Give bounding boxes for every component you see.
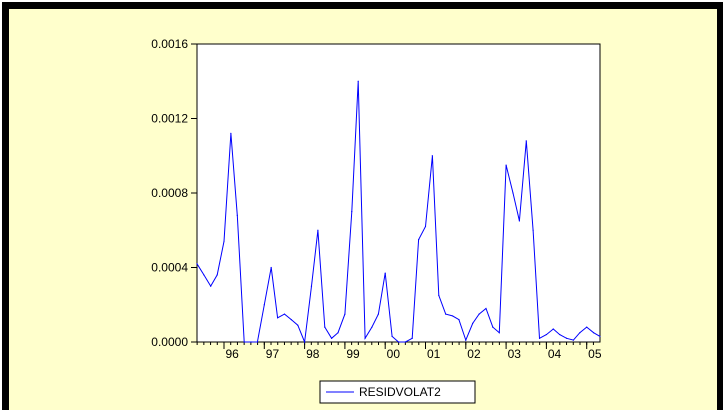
data-point [458,319,460,321]
data-point [505,164,507,166]
data-point [351,211,353,213]
x-tick-label: 05 [588,347,602,361]
data-point [337,332,339,334]
data-point [290,319,292,321]
data-point [485,307,487,310]
data-point [223,240,225,243]
y-tick-label: 0.0012 [151,112,188,126]
data-point [532,229,534,231]
series-layer [196,80,601,344]
data-point [438,294,440,297]
legend-box [319,380,476,404]
data-point [384,272,386,274]
plot-area [196,43,601,343]
data-point [518,220,520,222]
data-point [304,341,306,343]
data-point [310,285,313,287]
data-point [492,326,494,328]
y-tick-label: 0.0004 [151,261,188,275]
data-point [512,192,514,194]
data-point [545,333,548,336]
data-point [243,341,245,343]
data-point [324,326,326,328]
data-point [391,335,393,338]
data-point [357,80,359,82]
legend-label: RESIDVOLAT2 [359,385,441,399]
data-point [559,333,561,336]
data-point [216,274,218,276]
x-tick-label: 03 [508,347,522,361]
data-point [364,337,366,339]
data-point [538,337,541,339]
x-tick-label: 04 [548,347,562,361]
data-point [377,313,379,315]
x-tick-label: 02 [467,347,481,361]
data-point [397,341,400,343]
x-tick-label: 01 [427,347,441,361]
data-point [344,313,346,315]
chart-frame: 0.0000 0.0004 0.0008 0.0012 0.0016 96 97 98 99 0… [2,2,723,410]
data-point [203,274,205,276]
data-point [451,315,454,317]
data-point [424,225,427,228]
data-point [256,341,259,343]
data-point [572,339,575,341]
y-tick-label: 0.0000 [151,335,188,349]
chart-canvas: 0.0000 0.0004 0.0008 0.0012 0.0016 96 97 98 99 0… [151,37,602,404]
x-tick-label: 97 [266,347,280,361]
data-point [565,337,568,339]
data-point [418,238,420,241]
data-point [236,214,238,216]
x-axis: 96 97 98 99 00 01 02 03 04 05 [196,342,602,361]
data-point [263,304,265,306]
y-tick-label: 0.0008 [151,186,188,200]
data-point [431,155,433,157]
data-point [599,335,601,338]
x-tick-label: 00 [387,347,401,361]
data-point [579,332,581,334]
data-point [297,324,299,326]
data-point [371,326,373,328]
x-tick-label: 98 [306,347,320,361]
y-tick-label: 0.0016 [151,37,188,51]
data-point [411,337,413,339]
data-point [472,322,474,324]
x-tick-label: 96 [225,347,239,361]
data-point [196,263,198,265]
data-point [592,332,595,334]
data-point [317,229,319,231]
data-point [270,266,272,269]
data-point [331,337,333,339]
data-point [445,313,447,315]
data-point [277,317,279,319]
data-point [552,328,554,330]
data-point [210,285,212,287]
x-tick-label: 99 [346,347,360,361]
data-point [404,341,406,343]
data-point [498,332,500,334]
data-point [478,313,480,315]
data-point [586,326,588,328]
y-axis: 0.0000 0.0004 0.0008 0.0012 0.0016 [151,37,197,349]
data-point [525,140,527,142]
data-point [250,341,252,343]
data-point [283,313,286,315]
legend: RESIDVOLAT2 [319,380,476,404]
data-point [230,132,232,134]
data-point [465,339,467,341]
